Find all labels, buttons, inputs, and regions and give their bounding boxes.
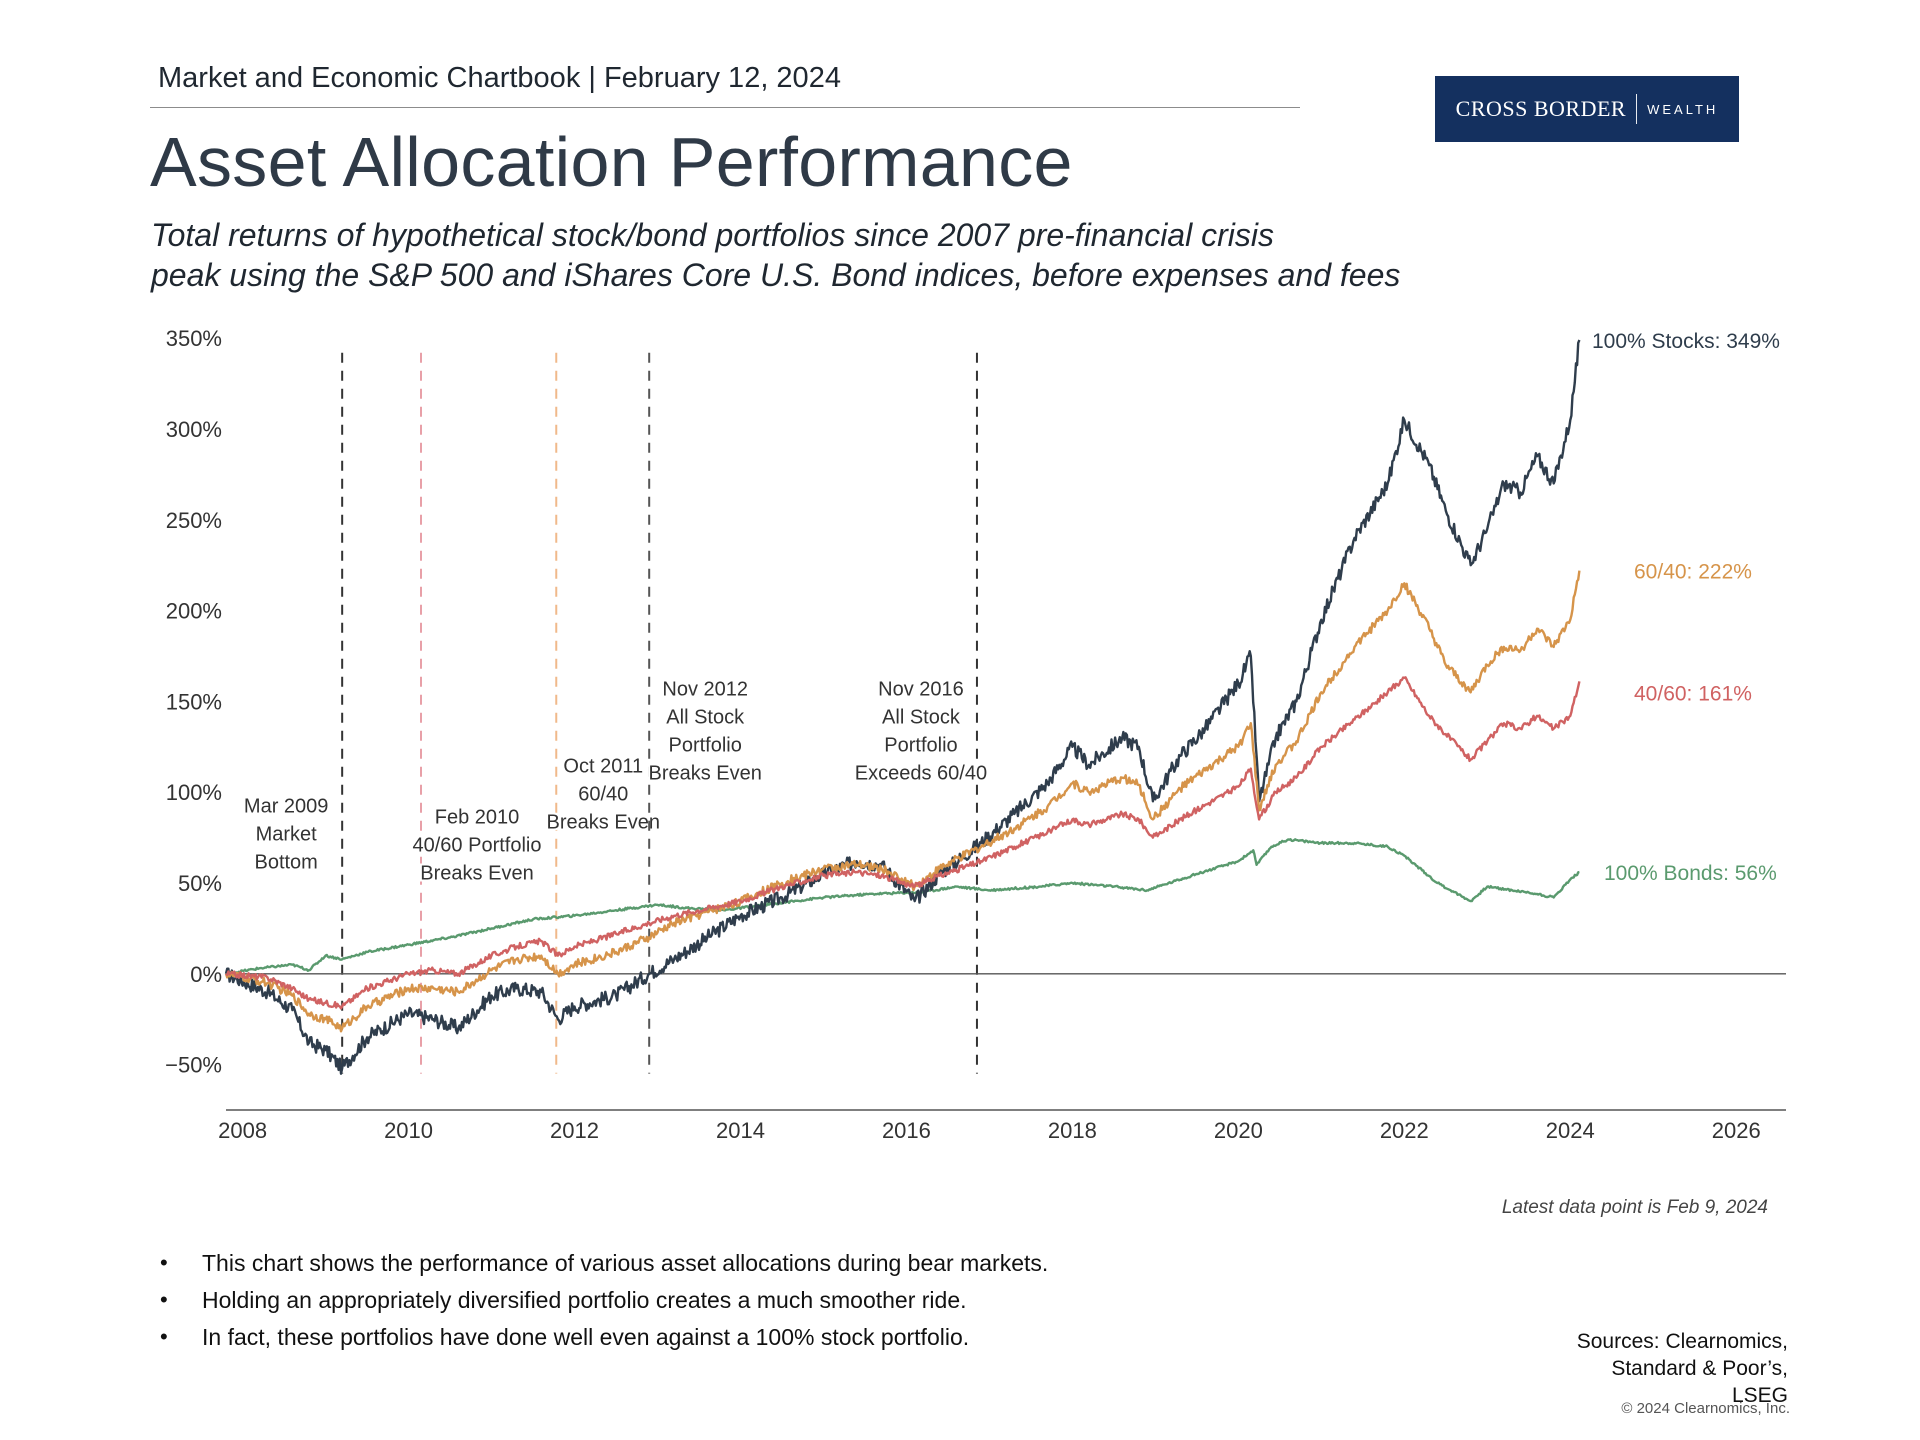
series-end-label: 100% Bonds: 56% — [1604, 862, 1777, 885]
event-label: Oct 2011 — [563, 756, 643, 778]
bullet-text: Holding an appropriately diversified por… — [202, 1287, 967, 1313]
page-subtitle: Total returns of hypothetical stock/bond… — [151, 215, 1400, 295]
y-tick-label: 350% — [166, 326, 222, 351]
y-tick-label: 200% — [166, 599, 222, 624]
sources-line-1: Sources: Clearnomics, — [1576, 1330, 1788, 1353]
series-line-100-stocks — [224, 339, 1581, 1075]
axes: 350% 300% 250% 200% 150% 100% 50% 0% −50% 2008 201… — [165, 326, 1786, 1143]
bullet-item: • This chart shows the performance of va… — [160, 1250, 1048, 1277]
x-tick-label: 2024 — [1546, 1118, 1595, 1143]
series-line-40-60 — [225, 676, 1581, 1010]
chartbook-title: Market and Economic Chartbook | February… — [158, 62, 841, 94]
y-tick-label: 0% — [190, 962, 222, 987]
x-tick-label: 2008 — [218, 1118, 267, 1143]
bullet-glyph: • — [160, 1324, 168, 1349]
subtitle-line-1: Total returns of hypothetical stock/bond… — [151, 217, 1274, 253]
x-tick-label: 2012 — [550, 1118, 599, 1143]
x-tick-label: 2022 — [1380, 1118, 1429, 1143]
event-label: Nov 2012 — [662, 678, 748, 700]
series-line-60-40 — [224, 570, 1581, 1033]
x-tick-label: 2018 — [1048, 1118, 1097, 1143]
y-tick-label: 50% — [178, 871, 222, 896]
event-label: All Stock — [882, 706, 961, 728]
event-label: Nov 2016 — [878, 678, 964, 700]
series-line-100-bonds — [225, 838, 1580, 975]
bullet-glyph: • — [160, 1250, 168, 1275]
y-tick-label: 100% — [166, 780, 222, 805]
latest-data-note: Latest data point is Feb 9, 2024 — [1501, 1197, 1768, 1218]
event-label: 40/60 Portfolio — [413, 834, 542, 856]
y-tick-label: 150% — [166, 689, 222, 714]
sources-line-2: Standard & Poor’s, — [1611, 1357, 1788, 1380]
event-label: Mar 2009 — [244, 795, 329, 817]
x-tick-label: 2026 — [1712, 1118, 1761, 1143]
x-tick-label: 2010 — [384, 1118, 433, 1143]
copyright: © 2024 Clearnomics, Inc. — [1621, 1400, 1790, 1417]
event-label: All Stock — [666, 706, 745, 728]
series-end-label: 60/40: 222% — [1634, 561, 1752, 584]
event-label: Portfolio — [884, 734, 957, 756]
bullet-list: • This chart shows the performance of va… — [160, 1250, 1048, 1361]
event-lines: Mar 2009 Market Bottom Feb 2010 40/60 Portfo… — [242, 352, 989, 1074]
event-label: Exceeds 60/40 — [855, 762, 987, 784]
bullet-text: In fact, these portfolios have done well… — [202, 1324, 970, 1350]
event-label: Breaks Even — [648, 762, 761, 784]
header-divider — [150, 107, 1300, 108]
logo-secondary-text: WEALTH — [1647, 101, 1719, 117]
series-end-label: 100% Stocks: 349% — [1592, 330, 1780, 353]
event-label: Bottom — [254, 851, 317, 873]
sources-line-3: LSEG — [1731, 1384, 1788, 1407]
event-label: Feb 2010 — [435, 806, 520, 828]
logo-separator — [1636, 94, 1638, 124]
event-label: Market — [256, 823, 318, 845]
y-tick-label: −50% — [165, 1053, 222, 1078]
x-tick-label: 2016 — [882, 1118, 931, 1143]
bullet-glyph: • — [160, 1287, 168, 1312]
event-label: Breaks Even — [547, 812, 660, 834]
event-label: 60/40 — [578, 784, 628, 806]
series-end-labels: 100% Stocks: 349% 60/40: 222% 40/60: 161% 1… — [1592, 330, 1780, 885]
bullet-item: • Holding an appropriately diversified p… — [160, 1287, 1048, 1314]
page-title: Asset Allocation Performance — [150, 123, 1073, 201]
series-end-label: 40/60: 161% — [1634, 682, 1752, 705]
event-label: Breaks Even — [420, 862, 533, 884]
logo-primary-text: CROSS BORDER — [1455, 96, 1627, 121]
bullet-item: • In fact, these portfolios have done we… — [160, 1324, 1048, 1351]
bullet-text: This chart shows the performance of vari… — [202, 1250, 1049, 1276]
sources-note: Sources: Clearnomics, Standard & Poor’s,… — [1500, 1328, 1788, 1409]
y-tick-label: 300% — [166, 417, 222, 442]
x-tick-label: 2014 — [716, 1118, 765, 1143]
cross-border-wealth-logo: CROSS BORDER WEALTH — [1435, 76, 1739, 142]
y-tick-label: 250% — [166, 508, 222, 533]
x-tick-label: 2020 — [1214, 1118, 1263, 1143]
series-lines — [224, 339, 1581, 1075]
subtitle-line-2: peak using the S&P 500 and iShares Core … — [151, 257, 1401, 293]
event-label: Portfolio — [669, 734, 742, 756]
